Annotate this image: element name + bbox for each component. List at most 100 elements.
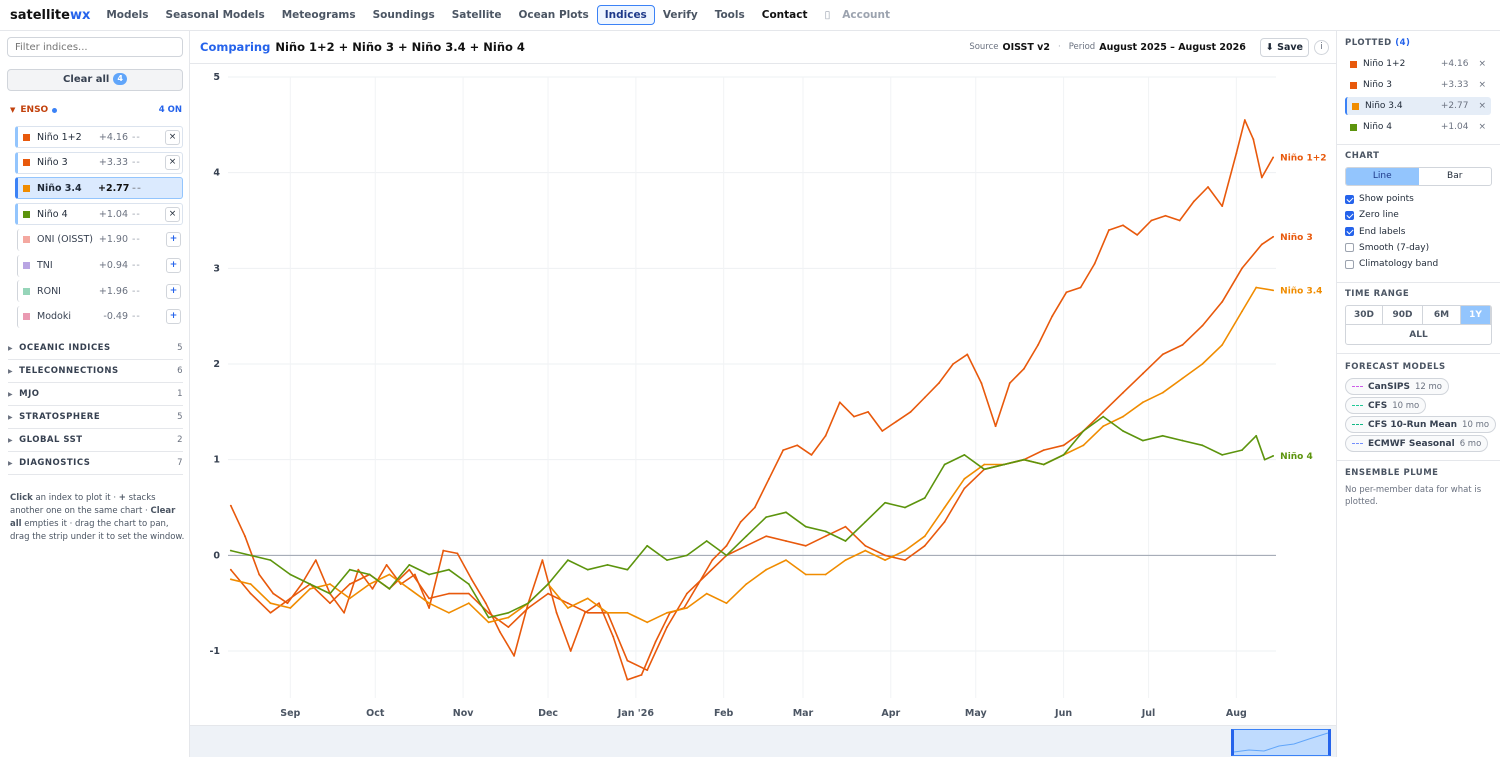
checkbox[interactable] [1345,243,1354,253]
nav-satellite[interactable]: Satellite [451,9,502,21]
option-climatology-band[interactable]: Climatology band [1345,259,1438,269]
index-row-modoki[interactable]: Modoki -0.49 -- + [17,305,183,328]
forecast-model-ecmwf-seasonal[interactable]: ECMWF Seasonal 6 mo [1345,435,1489,452]
nav-items: Models Seasonal Models Meteograms Soundings… [106,5,824,25]
nav-verify[interactable]: Verify [662,9,698,21]
index-row-roni[interactable]: RONI +1.96 -- + [17,280,183,303]
add-icon[interactable]: + [166,232,181,248]
plotted-value: +3.33 [1440,80,1469,90]
add-icon[interactable]: + [166,283,181,299]
nav-models[interactable]: Models [106,9,149,21]
nav-ocean-plots[interactable]: Ocean Plots [518,9,589,21]
index-row-ni-o-1-2[interactable]: Niño 1+2 +4.16 -- × [15,126,183,148]
data-point [804,544,807,547]
checkbox[interactable] [1345,259,1354,269]
save-button[interactable]: ⬇ Save [1259,37,1309,57]
option-zero-line[interactable]: Zero line [1345,210,1399,220]
index-row-ni-o-3-4[interactable]: Niño 3.4 +2.77 -- [15,177,183,200]
checkbox[interactable] [1345,194,1354,204]
nav-contact[interactable]: Contact [761,9,808,21]
index-row-ni-o-3[interactable]: Niño 3 +3.33 -- × [15,151,183,174]
nav-account[interactable]: Account [842,9,891,21]
data-point [1221,454,1224,456]
nav-meteograms[interactable]: Meteograms [281,9,356,21]
y-tick-label: 4 [213,168,220,179]
time-window-brush[interactable] [1231,729,1331,756]
time-range-1y[interactable]: 1Y [1461,306,1491,325]
nav-indices[interactable]: Indices [596,5,655,25]
x-tick-label: Jun [1054,708,1072,719]
category-teleconnections[interactable]: ▶ TELECONNECTIONS 6 [8,360,183,383]
option-end-labels[interactable]: End labels [1345,227,1405,237]
index-row-tni[interactable]: TNI +0.94 -- + [17,254,183,277]
time-range-all[interactable]: ALL [1409,330,1428,340]
category-name: TELECONNECTIONS [19,366,119,376]
nav-soundings[interactable]: Soundings [372,9,435,21]
plotted-item-ni-o-4[interactable]: Niño 4 +1.04 × [1345,118,1491,136]
data-point [1003,463,1005,466]
data-point [765,535,768,538]
time-window-strip[interactable] [190,725,1336,757]
category-name: STRATOSPHERE [19,412,101,422]
data-point [329,583,331,585]
index-row-ni-o-4[interactable]: Niño 4 +1.04 -- × [15,203,183,226]
category-stratosphere[interactable]: ▶ STRATOSPHERE 5 [8,406,183,429]
color-swatch [23,313,30,321]
clear-all-button[interactable]: Clear all 4 [7,69,183,91]
info-icon[interactable]: i [1314,39,1329,55]
time-range-6m[interactable]: 6M [1423,306,1461,325]
time-range-90d[interactable]: 90D [1383,306,1423,325]
index-value: +4.16 [98,131,128,143]
plotted-item-ni-o-3[interactable]: Niño 3 +3.33 × [1345,76,1491,94]
category-diagnostics[interactable]: ▶ DIAGNOSTICS 7 [8,452,183,475]
filter-indices-input[interactable] [7,37,183,57]
line-chart[interactable]: 5 4 3 2 1 0 -1 Sep Oct Nov Dec Jan '26 Feb Mar Apr May J… [190,64,1336,725]
chart-type-bar[interactable]: Bar [1447,171,1463,181]
remove-icon[interactable]: × [165,129,180,145]
data-point [1178,219,1181,222]
forecast-model-cfs[interactable]: CFS 10 mo [1345,397,1427,414]
remove-icon[interactable]: × [165,155,180,171]
nav-tools[interactable]: Tools [714,9,745,21]
remove-icon[interactable]: × [1478,122,1486,132]
forecast-model-cfs-10-run-mean[interactable]: CFS 10-Run Mean 10 mo [1345,416,1497,433]
option-show-points[interactable]: Show points [1345,194,1414,204]
remove-icon[interactable]: × [165,206,180,222]
data-point [844,525,847,528]
add-icon[interactable]: + [166,258,181,273]
remove-icon[interactable]: × [1478,101,1486,111]
index-row-oni-oisst-[interactable]: ONI (OISST) +1.90 -- + [17,228,183,251]
plotted-item-ni-o-3-4[interactable]: Niño 3.4 +2.77 × [1345,97,1491,115]
data-point [408,568,411,571]
time-range-30d[interactable]: 30D [1346,306,1383,325]
data-point [646,669,649,672]
checkbox[interactable] [1345,227,1354,237]
data-point [1161,434,1164,437]
chart-type-line[interactable]: Line [1346,168,1419,185]
forecast-model-cansips[interactable]: CanSIPS 12 mo [1345,378,1449,395]
help-plus: + [118,493,126,503]
data-point [1062,454,1065,456]
category-oceanic-indices[interactable]: ▶ OCEANIC INDICES 5 [8,337,183,360]
remove-icon[interactable]: × [1478,80,1486,90]
y-tick-label: 0 [213,550,220,561]
nav-seasonal-models[interactable]: Seasonal Models [165,9,265,21]
category-mjo[interactable]: ▶ MJO 1 [8,383,183,406]
data-point [804,573,807,576]
enso-group-header[interactable]: ▼ ENSO 4 ON [10,105,182,115]
remove-icon[interactable]: × [1478,59,1486,69]
plotted-item-ni-o-1-2[interactable]: Niño 1+2 +4.16 × [1345,55,1491,73]
brand-logo[interactable]: satellitewx [10,8,90,23]
account-icon[interactable]: ▯ [824,9,831,21]
data-point [269,602,272,605]
option-smooth-7-day-[interactable]: Smooth (7-day) [1345,243,1429,253]
y-tick-label: -1 [209,646,220,657]
category-global-sst[interactable]: ▶ GLOBAL SST 2 [8,429,183,452]
data-point [753,506,756,509]
data-point [1065,291,1068,294]
checkbox[interactable] [1345,210,1354,220]
data-point [1122,430,1124,432]
dashed-line-icon [1352,424,1363,425]
add-icon[interactable]: + [166,309,181,325]
data-point [745,535,748,538]
